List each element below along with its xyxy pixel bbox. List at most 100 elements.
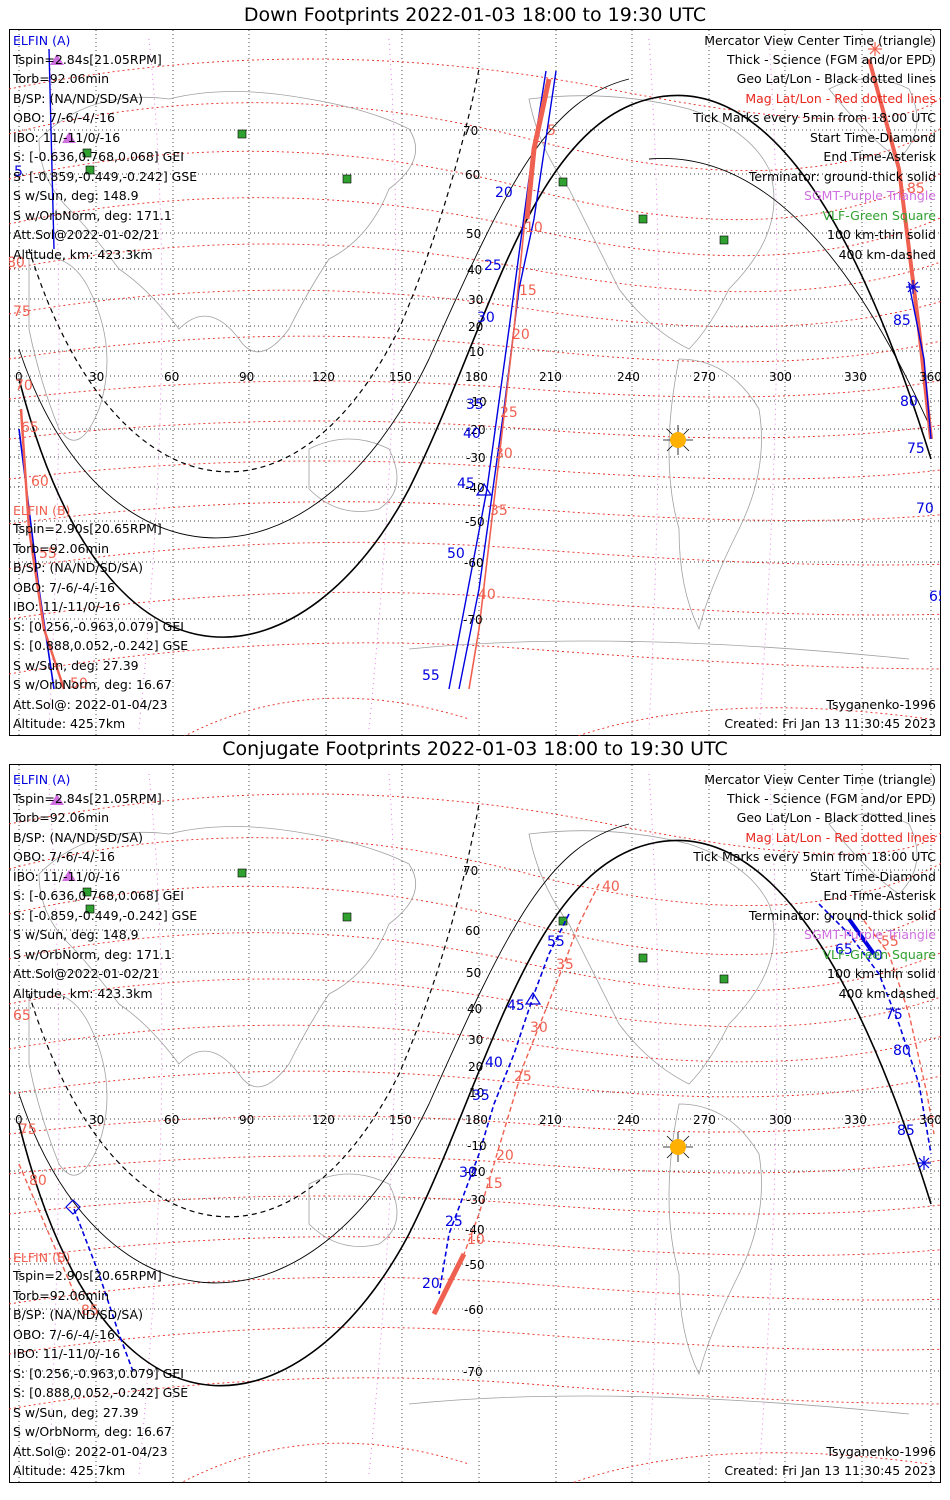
terminator <box>18 68 932 638</box>
lon-tick-labels: 0 30 60 90 120 150 180 210 240 270 300 3… <box>15 1113 941 1127</box>
info-line: OBO: 7/-6/-4/-16 <box>13 580 115 595</box>
legend-item: Thick - Science (FGM and/or EPD) <box>726 52 936 67</box>
elfin-b-label: ELFIN (B) <box>13 503 70 518</box>
lat-tick: 30 <box>468 293 483 307</box>
orbit-b-tick: 80 <box>29 1173 47 1189</box>
orbit-a-tick: 80 <box>893 1043 911 1059</box>
lat-tick: -60 <box>464 1303 484 1317</box>
orbit-a-tick: 50 <box>447 546 465 562</box>
mag-grid <box>9 58 941 736</box>
orbit-a-tick: 65 <box>835 942 853 958</box>
lat-tick: -40 <box>465 481 485 495</box>
orbit-b-tick: 40 <box>478 587 496 603</box>
info-line: Tspin=2.90s[20.65RPM] <box>12 521 162 536</box>
orbit-b-tick-labels: 5 10 15 20 25 30 35 40 50 55 60 65 70 75… <box>9 123 925 692</box>
lat-tick-labels: 70 60 50 40 30 20 10 -10 -20 -30 -40 -50… <box>463 864 487 1379</box>
orbit-a-tick: 30 <box>459 1165 477 1181</box>
info-line: S: [-0.636,0.768,0.068] GEI <box>13 149 184 164</box>
legend-item: Start Time-Diamond <box>810 869 936 884</box>
orbit-b-tick: 40 <box>602 879 620 895</box>
info-line: S w/OrbNorm, deg: 16.67 <box>13 677 172 692</box>
orbit-a-tick: 35 <box>472 1088 490 1104</box>
lon-tick: 270 <box>693 370 716 384</box>
info-line: IBO: 11/-11/0/-16 <box>13 1346 120 1361</box>
info-line: B/SP: (NA/ND/SD/SA) <box>13 91 143 106</box>
lon-tick-labels: 0 30 60 90 120 150 180 210 240 270 300 3… <box>15 370 941 384</box>
orbit-b-tick: 25 <box>514 1069 532 1085</box>
orbit-b-tick: 20 <box>496 1148 514 1164</box>
center-time-triangle <box>524 991 542 1005</box>
lat-tick: -30 <box>466 1193 486 1207</box>
legend-item: Tick Marks every 5min from 18:00 UTC <box>692 849 936 864</box>
orbit-b-tick: 70 <box>15 378 33 394</box>
orbit-b-tick: 5 <box>547 123 556 139</box>
geo-grid <box>10 30 940 735</box>
orbit-a-tick: 75 <box>885 1007 903 1023</box>
info-line: Torb=92.06min <box>12 71 109 86</box>
orbit-a-tick: 30 <box>477 310 495 326</box>
orbit-a-tick: 80 <box>900 394 918 410</box>
info-line: Att.Sol@: 2022-01-04/23 <box>13 697 168 712</box>
legend-item: 100 km-thin solid <box>827 966 936 981</box>
lat-tick: 10 <box>469 1086 484 1100</box>
orbit-a-tick: 20 <box>422 1276 440 1292</box>
model-label: Tsyganenko-1996 <box>825 1444 936 1459</box>
geo-grid <box>10 765 940 1482</box>
orbit-a-tick: 25 <box>445 1214 463 1230</box>
orbit-b-tick: 25 <box>500 405 518 421</box>
info-line: IBO: 11/-11/0/-16 <box>13 130 120 145</box>
info-line: Tspin=2.84s[21.05RPM] <box>12 52 162 67</box>
lon-tick: 120 <box>312 370 335 384</box>
legend-item: 400 km-dashed <box>839 986 936 1001</box>
footer: Tsyganenko-1996 Created: Fri Jan 13 11:3… <box>724 697 936 731</box>
vlf-stations <box>82 129 729 245</box>
legend-item: VLF-Green Square <box>822 947 936 962</box>
lat-tick: -50 <box>465 1258 485 1272</box>
legend-item: Mercator View Center Time (triangle) <box>704 772 936 787</box>
sgmt-triangle <box>62 132 76 143</box>
elfin-a-label: ELFIN (A) <box>13 772 70 787</box>
end-time-asterisk <box>906 280 920 294</box>
orbit-b-tick: 55 <box>39 546 57 562</box>
elfin-a-info: ELFIN (A) Tspin=2.84s[21.05RPM] Torb=92.… <box>12 772 197 1001</box>
info-line: S: [0.256,-0.963,0.079] GEI <box>13 619 184 634</box>
orbit-b-tick: 30 <box>495 446 513 462</box>
vlf-stations <box>82 868 729 984</box>
info-line: Altitude, km: 423.3km <box>13 986 153 1001</box>
lon-tick: 60 <box>164 370 179 384</box>
orbit-b-tick: 85 <box>81 1303 99 1319</box>
lat-tick: -10 <box>467 395 487 409</box>
legend: Mercator View Center Time (triangle) Thi… <box>692 772 937 1001</box>
info-line: Torb=92.06min <box>12 541 109 556</box>
orbit-b-tick: 15 <box>519 283 537 299</box>
lat-tick: 60 <box>465 168 480 182</box>
lat-tick: 70 <box>463 864 478 878</box>
lon-tick: 30 <box>89 1113 104 1127</box>
orbit-b-tick: 75 <box>19 1122 37 1138</box>
legend-item: Mercator View Center Time (triangle) <box>704 33 936 48</box>
mag-meridians <box>48 773 778 1475</box>
orbit-a-tick: 20 <box>495 185 513 201</box>
orbit-a-tick: 55 <box>547 934 565 950</box>
orbit-a-tick: 40 <box>463 426 481 442</box>
lat-tick: 40 <box>467 263 482 277</box>
orbit-b-tick: 75 <box>13 304 31 320</box>
lon-tick: 210 <box>539 370 562 384</box>
legend-item: End Time-Asterisk <box>823 888 936 903</box>
elfin-b-label: ELFIN (B) <box>13 1250 70 1265</box>
info-line: OBO: 7/-6/-4/-16 <box>13 849 115 864</box>
orbit-b-tick: 10 <box>525 220 543 236</box>
lat-tick: -50 <box>465 515 485 529</box>
mag-meridians <box>48 38 778 730</box>
info-line: S: [-0.636,0.768,0.068] GEI <box>13 888 184 903</box>
orbit-a-tick: 45 <box>507 998 525 1014</box>
elfin-b-info: ELFIN (B) Tspin=2.90s[20.65RPM] Torb=92.… <box>12 503 188 731</box>
lat-tick: -60 <box>464 556 484 570</box>
orbit-a-tick: 65 <box>929 589 941 605</box>
orbit-a-tick: 75 <box>907 441 925 457</box>
info-line: OBO: 7/-6/-4/-16 <box>13 110 115 125</box>
lon-tick: 360 <box>919 370 941 384</box>
center-time-triangle <box>475 482 493 496</box>
orbit-a-tick: 85 <box>897 1123 915 1139</box>
info-line: Att.Sol@: 2022-01-04/23 <box>13 1444 168 1459</box>
